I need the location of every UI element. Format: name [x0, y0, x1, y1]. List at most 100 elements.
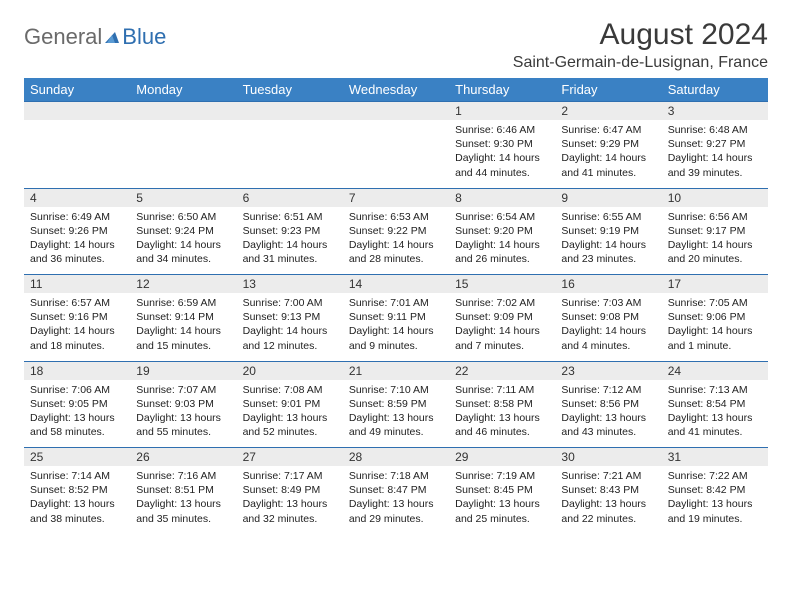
- sunset-line: Sunset: 8:51 PM: [136, 483, 230, 497]
- day-number-cell: 26: [130, 448, 236, 467]
- sunrise-line: Sunrise: 7:08 AM: [243, 383, 337, 397]
- day-number-cell: 2: [555, 102, 661, 121]
- day-number-cell: 5: [130, 188, 236, 207]
- day-details-cell: Sunrise: 7:17 AMSunset: 8:49 PMDaylight:…: [237, 466, 343, 534]
- sunset-line: Sunset: 9:06 PM: [668, 310, 762, 324]
- day-number-cell: 17: [662, 275, 768, 294]
- sunset-line: Sunset: 9:08 PM: [561, 310, 655, 324]
- sunset-line: Sunset: 9:17 PM: [668, 224, 762, 238]
- sunrise-line: Sunrise: 7:14 AM: [30, 469, 124, 483]
- details-row: Sunrise: 6:49 AMSunset: 9:26 PMDaylight:…: [24, 207, 768, 275]
- day-number-cell: 16: [555, 275, 661, 294]
- daylight-line: Daylight: 13 hours and 43 minutes.: [561, 411, 655, 439]
- daylight-line: Daylight: 13 hours and 55 minutes.: [136, 411, 230, 439]
- daylight-line: Daylight: 13 hours and 52 minutes.: [243, 411, 337, 439]
- day-details-cell: Sunrise: 7:02 AMSunset: 9:09 PMDaylight:…: [449, 293, 555, 361]
- weekday-header: Sunday: [24, 78, 130, 102]
- details-row: Sunrise: 6:57 AMSunset: 9:16 PMDaylight:…: [24, 293, 768, 361]
- day-details-cell: Sunrise: 6:54 AMSunset: 9:20 PMDaylight:…: [449, 207, 555, 275]
- daylight-line: Daylight: 14 hours and 4 minutes.: [561, 324, 655, 352]
- sunset-line: Sunset: 8:42 PM: [668, 483, 762, 497]
- day-number-cell: 28: [343, 448, 449, 467]
- day-number-cell: 27: [237, 448, 343, 467]
- sunset-line: Sunset: 8:59 PM: [349, 397, 443, 411]
- sunrise-line: Sunrise: 7:11 AM: [455, 383, 549, 397]
- day-details-cell: Sunrise: 6:59 AMSunset: 9:14 PMDaylight:…: [130, 293, 236, 361]
- day-details-cell: Sunrise: 7:14 AMSunset: 8:52 PMDaylight:…: [24, 466, 130, 534]
- sunrise-line: Sunrise: 7:22 AM: [668, 469, 762, 483]
- daylight-line: Daylight: 14 hours and 20 minutes.: [668, 238, 762, 266]
- day-details-cell: Sunrise: 6:55 AMSunset: 9:19 PMDaylight:…: [555, 207, 661, 275]
- daylight-line: Daylight: 14 hours and 18 minutes.: [30, 324, 124, 352]
- sunset-line: Sunset: 9:16 PM: [30, 310, 124, 324]
- day-details-cell: Sunrise: 7:16 AMSunset: 8:51 PMDaylight:…: [130, 466, 236, 534]
- daylight-line: Daylight: 14 hours and 34 minutes.: [136, 238, 230, 266]
- day-details-cell: [343, 120, 449, 188]
- sunset-line: Sunset: 8:58 PM: [455, 397, 549, 411]
- daylight-line: Daylight: 13 hours and 32 minutes.: [243, 497, 337, 525]
- daylight-line: Daylight: 13 hours and 25 minutes.: [455, 497, 549, 525]
- sunset-line: Sunset: 9:03 PM: [136, 397, 230, 411]
- day-number-cell: 9: [555, 188, 661, 207]
- brand-part1: General: [24, 24, 102, 50]
- daylight-line: Daylight: 13 hours and 49 minutes.: [349, 411, 443, 439]
- day-number-cell: 15: [449, 275, 555, 294]
- sunrise-line: Sunrise: 7:12 AM: [561, 383, 655, 397]
- day-number-cell: 3: [662, 102, 768, 121]
- sunrise-line: Sunrise: 7:02 AM: [455, 296, 549, 310]
- daylight-line: Daylight: 14 hours and 28 minutes.: [349, 238, 443, 266]
- weekday-header: Monday: [130, 78, 236, 102]
- daynum-row: 45678910: [24, 188, 768, 207]
- brand-logo: General Blue: [24, 18, 166, 50]
- day-details-cell: Sunrise: 7:12 AMSunset: 8:56 PMDaylight:…: [555, 380, 661, 448]
- sunrise-line: Sunrise: 6:54 AM: [455, 210, 549, 224]
- location-text: Saint-Germain-de-Lusignan, France: [513, 54, 768, 72]
- day-number-cell: 6: [237, 188, 343, 207]
- day-details-cell: Sunrise: 7:00 AMSunset: 9:13 PMDaylight:…: [237, 293, 343, 361]
- calendar-table: Sunday Monday Tuesday Wednesday Thursday…: [24, 78, 768, 534]
- sunset-line: Sunset: 9:20 PM: [455, 224, 549, 238]
- sunrise-line: Sunrise: 6:53 AM: [349, 210, 443, 224]
- daylight-line: Daylight: 13 hours and 19 minutes.: [668, 497, 762, 525]
- sunrise-line: Sunrise: 7:06 AM: [30, 383, 124, 397]
- daylight-line: Daylight: 14 hours and 9 minutes.: [349, 324, 443, 352]
- header: General Blue August 2024 Saint-Germain-d…: [24, 18, 768, 72]
- sunrise-line: Sunrise: 6:47 AM: [561, 123, 655, 137]
- sunrise-line: Sunrise: 7:18 AM: [349, 469, 443, 483]
- daylight-line: Daylight: 14 hours and 44 minutes.: [455, 151, 549, 179]
- day-details-cell: Sunrise: 6:51 AMSunset: 9:23 PMDaylight:…: [237, 207, 343, 275]
- sunrise-line: Sunrise: 7:10 AM: [349, 383, 443, 397]
- day-number-cell: 19: [130, 361, 236, 380]
- day-number-cell: [343, 102, 449, 121]
- day-details-cell: Sunrise: 6:56 AMSunset: 9:17 PMDaylight:…: [662, 207, 768, 275]
- day-details-cell: Sunrise: 7:01 AMSunset: 9:11 PMDaylight:…: [343, 293, 449, 361]
- sunrise-line: Sunrise: 6:57 AM: [30, 296, 124, 310]
- sunset-line: Sunset: 9:01 PM: [243, 397, 337, 411]
- daylight-line: Daylight: 14 hours and 12 minutes.: [243, 324, 337, 352]
- sunrise-line: Sunrise: 6:49 AM: [30, 210, 124, 224]
- daynum-row: 25262728293031: [24, 448, 768, 467]
- day-number-cell: 14: [343, 275, 449, 294]
- sunset-line: Sunset: 9:23 PM: [243, 224, 337, 238]
- sunset-line: Sunset: 9:26 PM: [30, 224, 124, 238]
- sunset-line: Sunset: 9:30 PM: [455, 137, 549, 151]
- day-number-cell: 18: [24, 361, 130, 380]
- details-row: Sunrise: 7:14 AMSunset: 8:52 PMDaylight:…: [24, 466, 768, 534]
- day-details-cell: [24, 120, 130, 188]
- day-details-cell: Sunrise: 6:53 AMSunset: 9:22 PMDaylight:…: [343, 207, 449, 275]
- daynum-row: 123: [24, 102, 768, 121]
- day-details-cell: Sunrise: 7:07 AMSunset: 9:03 PMDaylight:…: [130, 380, 236, 448]
- day-details-cell: Sunrise: 7:06 AMSunset: 9:05 PMDaylight:…: [24, 380, 130, 448]
- sunset-line: Sunset: 8:45 PM: [455, 483, 549, 497]
- sunset-line: Sunset: 9:29 PM: [561, 137, 655, 151]
- daylight-line: Daylight: 14 hours and 15 minutes.: [136, 324, 230, 352]
- details-row: Sunrise: 7:06 AMSunset: 9:05 PMDaylight:…: [24, 380, 768, 448]
- sunrise-line: Sunrise: 6:59 AM: [136, 296, 230, 310]
- day-details-cell: Sunrise: 7:10 AMSunset: 8:59 PMDaylight:…: [343, 380, 449, 448]
- sunset-line: Sunset: 9:22 PM: [349, 224, 443, 238]
- daylight-line: Daylight: 14 hours and 36 minutes.: [30, 238, 124, 266]
- day-number-cell: 1: [449, 102, 555, 121]
- sunrise-line: Sunrise: 6:55 AM: [561, 210, 655, 224]
- sunset-line: Sunset: 9:14 PM: [136, 310, 230, 324]
- day-details-cell: Sunrise: 7:08 AMSunset: 9:01 PMDaylight:…: [237, 380, 343, 448]
